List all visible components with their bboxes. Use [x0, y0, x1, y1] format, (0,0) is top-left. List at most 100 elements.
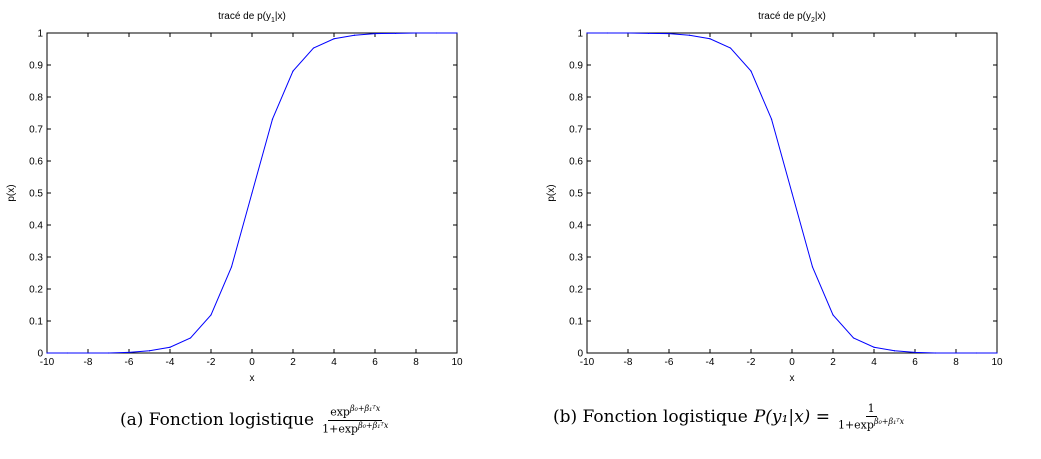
chart-a-data-point — [251, 192, 253, 194]
chart-a-ytick-label: 0.7 — [29, 125, 43, 136]
chart-b-xtick-label: -10 — [580, 357, 595, 368]
chart-a-xtick-label: -2 — [207, 357, 216, 368]
chart-b-data-point — [955, 352, 957, 354]
chart-b-ytick-label: 0.9 — [569, 61, 583, 72]
chart-a-ytick-label: 0.2 — [29, 285, 43, 296]
chart-b-ytick-label: 1 — [577, 29, 583, 40]
chart-a-data-point — [107, 352, 110, 354]
chart-b-data-point — [668, 33, 670, 35]
chart-b-data-point — [832, 314, 834, 316]
chart-a-xtick-label: 2 — [290, 357, 296, 368]
chart-b-ytick-label: 0.2 — [569, 285, 583, 296]
chart-b-data-point — [586, 32, 588, 34]
chart-b-xtick-label: 2 — [830, 357, 836, 368]
caption-a: (a) Fonction logistique expβ₀+β₁ᵀx 1+exp… — [120, 404, 390, 436]
chart-b-xtick-label: 4 — [871, 357, 877, 368]
chart-b-xtick-label: -2 — [747, 357, 756, 368]
chart-a-data-point — [210, 314, 212, 316]
chart-b-svg: tracé de p(y2|x)-10 -8 -6 -4 -2 0 2 4 6 8 1000.10.… — [546, 11, 1003, 384]
chart-a-xlabel: x — [250, 373, 255, 384]
caption-b-prefix: (b) Fonction logistique — [553, 407, 748, 428]
chart-a-xtick-label: 4 — [331, 357, 337, 368]
chart-a-title-suffix: |x) — [275, 11, 286, 22]
chart-a-data-point — [374, 33, 376, 35]
chart-b-data-point — [709, 38, 711, 40]
chart-a-xtick-label: 0 — [249, 357, 255, 368]
chart-a-data-point — [128, 351, 130, 353]
chart-a-data-point — [169, 346, 171, 348]
chart-a-ytick-label: 0.4 — [29, 221, 43, 232]
chart-b-ytick-label: 0.5 — [569, 189, 583, 200]
chart-a-title: tracé de p(y1|x) — [218, 11, 286, 24]
chart-a-xtick-label: -6 — [125, 357, 134, 368]
chart-a-data-point — [66, 352, 69, 354]
chart-a-data-point — [312, 47, 315, 49]
chart-b-ytick-label: 0.8 — [569, 93, 583, 104]
chart-b-data-point — [934, 352, 937, 354]
chart-a-svg: tracé de p(y1|x)-10 -8 -6 -4 -2 0 2 4 6 8 1000.10.… — [6, 11, 463, 384]
chart-a-data-point — [46, 352, 48, 354]
chart-b-ytick-label: 0.1 — [569, 317, 583, 328]
caption-a-den-text: 1+exp — [322, 422, 359, 436]
chart-a-xtick-label: -4 — [166, 357, 175, 368]
chart-a-ytick-label: 1 — [37, 29, 43, 40]
caption-b-math: P(y₁|x) = — [753, 407, 830, 428]
caption-b: (b) Fonction logistique P(y₁|x) = 1 1+ex… — [553, 402, 906, 432]
chart-a-data-point — [456, 32, 458, 34]
chart-b-data-point — [688, 34, 691, 36]
chart-b-data-point — [647, 32, 650, 34]
caption-a-den-sup: β₀+β₁ᵀx — [358, 420, 389, 430]
chart-b-data-point — [893, 350, 896, 352]
chart-b-data-point — [852, 337, 855, 339]
caption-b-den-text: 1+exp — [837, 418, 874, 432]
chart-a-xtick-label: 8 — [413, 357, 419, 368]
caption-a-denominator: 1+expβ₀+β₁ᵀx — [320, 421, 390, 436]
chart-a-data-point — [230, 266, 233, 268]
chart-panel-a: tracé de p(y1|x) -10 -8 -6 -4 -2 0 2 4 6 8 10 0 0.1 0.… — [0, 0, 500, 400]
chart-a-data-point — [435, 32, 438, 34]
chart-b-data-point — [996, 352, 998, 354]
caption-a-num-text: exp — [330, 405, 350, 419]
caption-b-num-text: 1 — [867, 402, 875, 415]
chart-b-xtick-label: 0 — [789, 357, 795, 368]
chart-a-ytick-label: 0 — [37, 349, 43, 360]
chart-a-ytick-label: 0.9 — [29, 61, 43, 72]
chart-b-ytick-label: 0.7 — [569, 125, 583, 136]
chart-a-ytick-label: 0.5 — [29, 189, 43, 200]
chart-a-xtick-label: 10 — [451, 357, 463, 368]
chart-b-xtick-label: 6 — [912, 357, 918, 368]
chart-b-data-point — [791, 192, 793, 194]
caption-a-fraction: expβ₀+β₁ᵀx 1+expβ₀+β₁ᵀx — [320, 404, 390, 436]
chart-a-data-point — [292, 70, 294, 72]
chart-b-ylabel: p(x) — [546, 184, 557, 201]
chart-a-data-point — [333, 38, 335, 40]
chart-b-ytick-label: 0.4 — [569, 221, 583, 232]
chart-b-xlabel: x — [790, 373, 795, 384]
chart-a-data-point — [87, 352, 89, 354]
chart-panel-b: tracé de p(y2|x) -10 -8 -6 -4 -2 0 2 4 6 8 10 0 0.1 0.… — [540, 0, 1040, 400]
chart-a-title-subscript: 1 — [271, 17, 275, 24]
chart-b-xtick-label: -6 — [665, 357, 674, 368]
chart-a-xtick-label: -10 — [40, 357, 55, 368]
caption-b-fraction: 1 1+expβ₀+β₁ᵀx — [836, 402, 906, 432]
caption-a-num-sup: β₀+β₁ᵀx — [349, 404, 381, 413]
caption-a-prefix: (a) Fonction logistique — [120, 410, 315, 431]
chart-a-data-point — [415, 32, 417, 34]
chart-a-ytick-label: 0.8 — [29, 93, 43, 104]
chart-b-title-subscript: 2 — [811, 17, 815, 24]
chart-a-data-point — [394, 32, 397, 34]
chart-b-xtick-label: 8 — [953, 357, 959, 368]
chart-b-data-point — [975, 352, 978, 354]
chart-b-ytick-label: 0 — [577, 349, 583, 360]
chart-b-data-point — [750, 70, 752, 72]
chart-b-ytick-label: 0.3 — [569, 253, 583, 264]
caption-b-numerator: 1 — [865, 402, 877, 418]
chart-b-title-main: tracé de p(y — [758, 11, 811, 22]
chart-b-data-point — [770, 118, 773, 120]
caption-a-numerator: expβ₀+β₁ᵀx — [328, 404, 383, 421]
caption-b-denominator: 1+expβ₀+β₁ᵀx — [836, 417, 906, 432]
chart-b-data-point — [627, 32, 629, 34]
chart-a-ylabel: p(x) — [6, 184, 17, 201]
chart-a-ytick-label: 0.6 — [29, 157, 43, 168]
chart-b-xtick-label: -8 — [624, 357, 633, 368]
